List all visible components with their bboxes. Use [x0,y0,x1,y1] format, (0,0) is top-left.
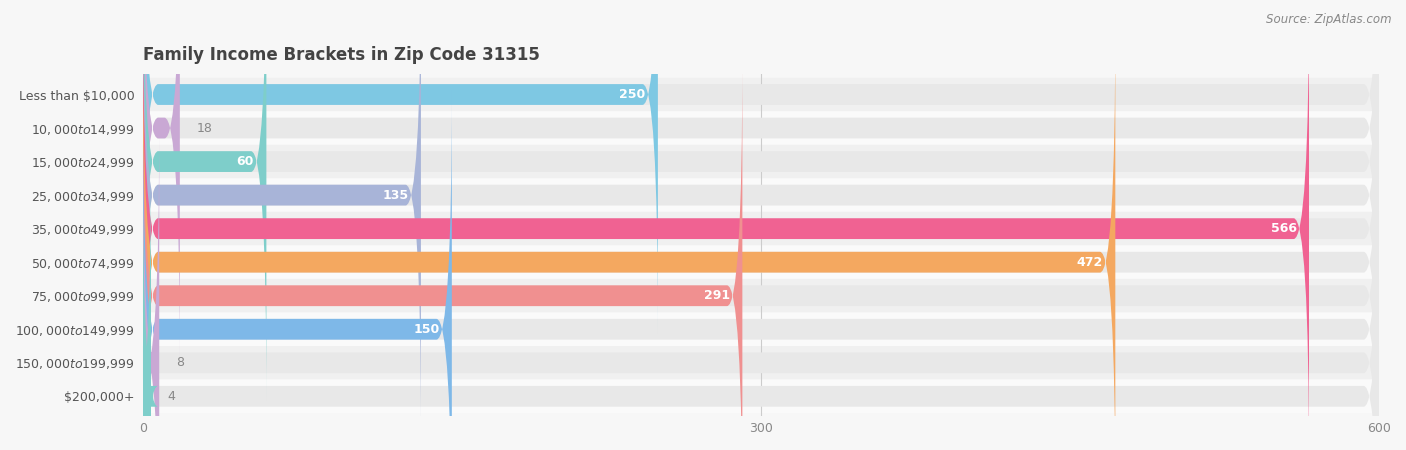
Text: 8: 8 [176,356,184,369]
FancyBboxPatch shape [143,90,451,450]
FancyBboxPatch shape [143,57,1379,450]
FancyBboxPatch shape [143,78,1379,111]
FancyBboxPatch shape [143,0,1379,333]
FancyBboxPatch shape [143,145,1379,178]
FancyBboxPatch shape [143,57,742,450]
Text: 291: 291 [704,289,730,302]
FancyBboxPatch shape [143,0,1379,400]
FancyBboxPatch shape [143,124,1379,450]
FancyBboxPatch shape [143,0,1379,434]
FancyBboxPatch shape [143,346,1379,379]
Text: 250: 250 [619,88,645,101]
FancyBboxPatch shape [143,124,159,450]
FancyBboxPatch shape [143,0,1379,450]
FancyBboxPatch shape [143,245,1379,279]
FancyBboxPatch shape [143,157,1379,450]
Text: 472: 472 [1077,256,1102,269]
FancyBboxPatch shape [143,0,420,434]
FancyBboxPatch shape [143,23,1379,450]
FancyBboxPatch shape [143,0,658,333]
FancyBboxPatch shape [143,0,1309,450]
FancyBboxPatch shape [143,212,1379,245]
FancyBboxPatch shape [143,90,1379,450]
FancyBboxPatch shape [143,178,1379,212]
Text: Source: ZipAtlas.com: Source: ZipAtlas.com [1267,14,1392,27]
Text: 150: 150 [413,323,440,336]
FancyBboxPatch shape [143,312,1379,346]
Text: 4: 4 [167,390,176,403]
Text: 60: 60 [236,155,254,168]
Text: 566: 566 [1271,222,1296,235]
FancyBboxPatch shape [143,379,1379,413]
Text: 18: 18 [197,122,212,135]
FancyBboxPatch shape [135,157,157,450]
FancyBboxPatch shape [143,0,1379,367]
FancyBboxPatch shape [143,0,266,400]
FancyBboxPatch shape [143,111,1379,145]
Text: 135: 135 [382,189,409,202]
FancyBboxPatch shape [143,23,1115,450]
Text: Family Income Brackets in Zip Code 31315: Family Income Brackets in Zip Code 31315 [143,46,540,64]
FancyBboxPatch shape [143,0,180,367]
FancyBboxPatch shape [143,279,1379,312]
